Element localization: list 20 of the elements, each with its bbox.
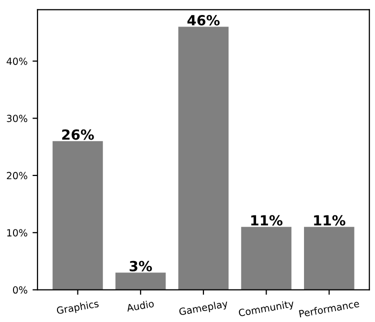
bar — [178, 26, 229, 290]
x-tick-label: Graphics — [56, 300, 100, 316]
data-label: 3% — [130, 260, 152, 272]
bar — [115, 272, 166, 290]
y-tick-label: 40% — [6, 58, 28, 65]
y-tick-label: 20% — [6, 172, 28, 180]
data-label: 26% — [62, 129, 94, 140]
y-tick-label: 10% — [7, 229, 28, 236]
bar — [304, 226, 354, 290]
y-tick-label: 0% — [12, 286, 28, 294]
data-label: 11% — [314, 215, 346, 226]
data-label: 46% — [187, 15, 220, 26]
bar — [241, 226, 292, 290]
y-tick-label: 30% — [6, 114, 28, 122]
x-tick-label: Audio — [126, 300, 154, 312]
bar — [52, 141, 103, 290]
x-tick-label: Gameplay — [178, 300, 228, 318]
x-tick-label: Community — [238, 300, 295, 318]
x-tick-label: Performance — [298, 300, 360, 318]
data-label: 11% — [251, 215, 282, 226]
